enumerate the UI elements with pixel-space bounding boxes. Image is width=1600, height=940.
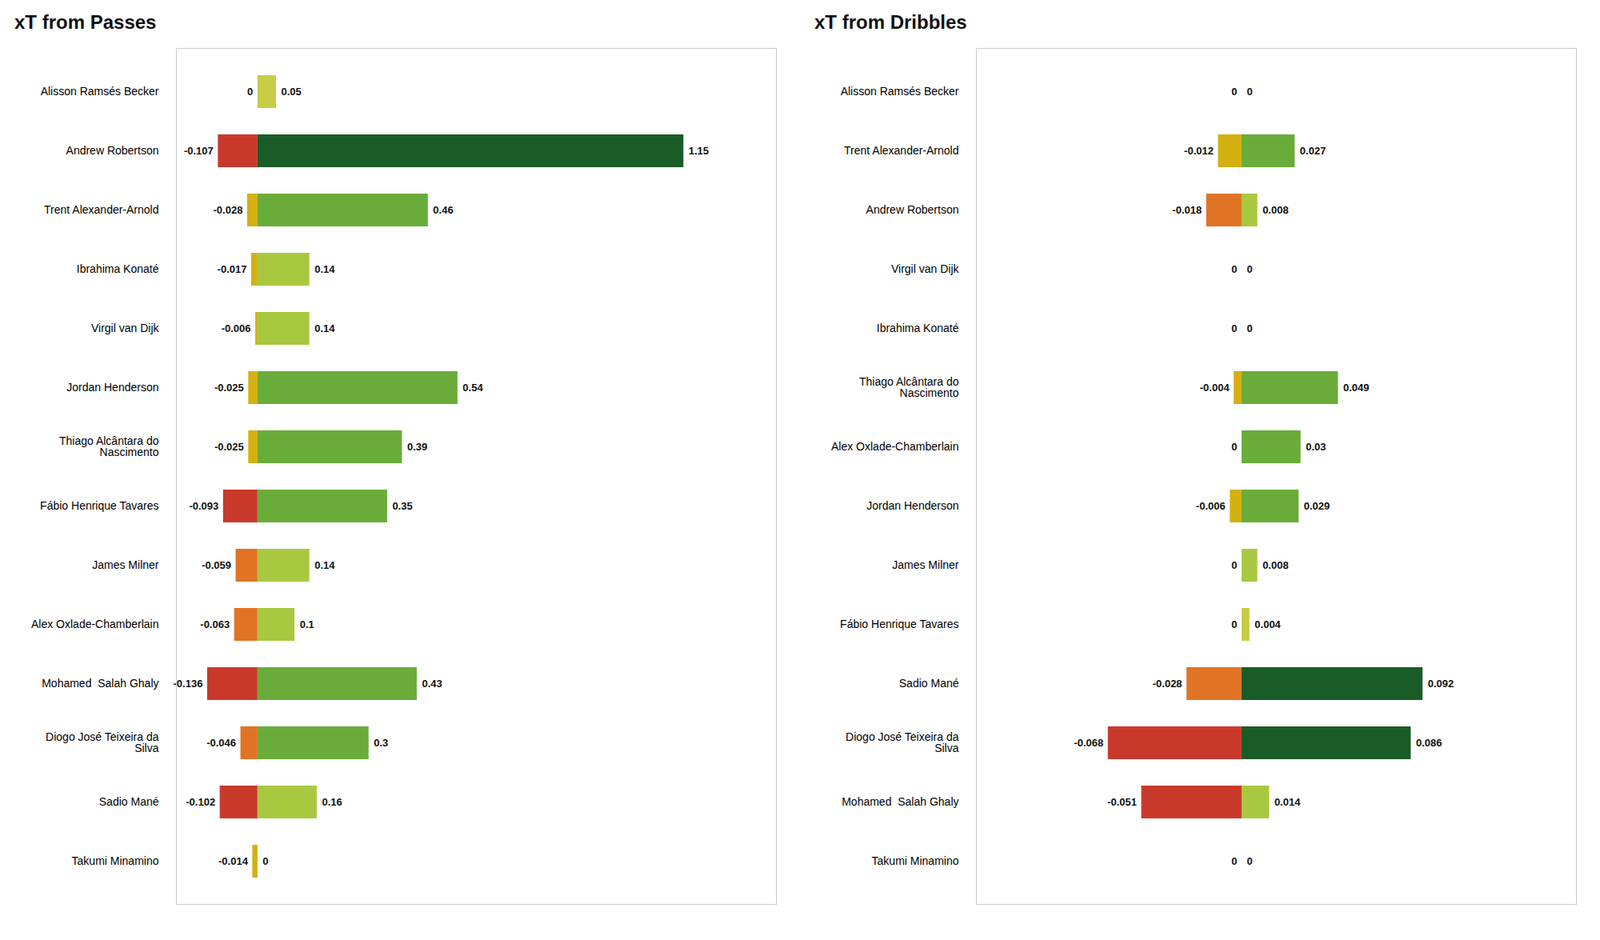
svg-text:0.05: 0.05 xyxy=(281,85,302,98)
svg-text:-0.102: -0.102 xyxy=(185,796,216,808)
svg-text:0: 0 xyxy=(247,85,253,98)
svg-text:0: 0 xyxy=(1246,855,1252,868)
svg-text:0: 0 xyxy=(1231,618,1237,631)
svg-text:-0.014: -0.014 xyxy=(218,855,249,868)
svg-text:Trent Alexander-Arnold: Trent Alexander-Arnold xyxy=(844,144,959,157)
svg-text:Alex Oxlade-Chamberlain: Alex Oxlade-Chamberlain xyxy=(31,617,160,631)
svg-text:Alisson Ramsés Becker: Alisson Ramsés Becker xyxy=(840,84,960,98)
svg-text:0: 0 xyxy=(1231,559,1237,572)
svg-text:-0.068: -0.068 xyxy=(1073,736,1104,749)
svg-text:Trent Alexander-Arnold: Trent Alexander-Arnold xyxy=(44,203,159,216)
svg-text:Virgil van Dijk: Virgil van Dijk xyxy=(91,321,160,335)
svg-text:Jordan Henderson: Jordan Henderson xyxy=(866,499,959,512)
svg-text:0: 0 xyxy=(1246,322,1252,335)
svg-text:-0.025: -0.025 xyxy=(214,381,244,394)
svg-text:-0.059: -0.059 xyxy=(201,559,232,572)
svg-text:-0.028: -0.028 xyxy=(213,204,244,216)
svg-text:Takumi Minamino: Takumi Minamino xyxy=(72,854,160,868)
svg-text:1.15: 1.15 xyxy=(688,144,709,157)
svg-text:-0.012: -0.012 xyxy=(1184,144,1214,157)
svg-text:Andrew Robertson: Andrew Robertson xyxy=(66,144,160,157)
svg-text:0.027: 0.027 xyxy=(1300,144,1327,157)
svg-text:0.35: 0.35 xyxy=(392,500,412,512)
svg-text:-0.006: -0.006 xyxy=(1196,500,1226,512)
svg-text:Diogo José Teixeira daSilva: Diogo José Teixeira daSilva xyxy=(845,730,960,755)
svg-text:0: 0 xyxy=(1231,855,1237,868)
svg-text:0: 0 xyxy=(262,855,268,868)
svg-text:0: 0 xyxy=(1231,322,1237,335)
svg-text:0.03: 0.03 xyxy=(1305,440,1326,453)
svg-text:0.092: 0.092 xyxy=(1428,677,1455,690)
svg-text:Diogo José Teixeira daSilva: Diogo José Teixeira daSilva xyxy=(45,730,160,755)
svg-text:0.14: 0.14 xyxy=(314,322,336,335)
svg-text:0.3: 0.3 xyxy=(373,736,388,749)
svg-text:0.43: 0.43 xyxy=(421,677,442,690)
svg-text:Takumi Minamino: Takumi Minamino xyxy=(872,854,960,868)
svg-text:0.029: 0.029 xyxy=(1304,500,1331,512)
svg-text:-0.136: -0.136 xyxy=(173,677,204,690)
svg-text:Alex Oxlade-Chamberlain: Alex Oxlade-Chamberlain xyxy=(831,440,960,453)
svg-text:Mohamed Salah Ghaly: Mohamed Salah Ghaly xyxy=(841,795,959,808)
svg-text:0: 0 xyxy=(1246,263,1252,276)
svg-text:-0.028: -0.028 xyxy=(1152,677,1183,690)
svg-text:0.14: 0.14 xyxy=(314,263,336,276)
svg-text:-0.018: -0.018 xyxy=(1172,204,1202,216)
svg-text:0.004: 0.004 xyxy=(1254,618,1281,631)
html-text:xT from Passes: xT from Passes xyxy=(14,11,157,33)
svg-text:0.008: 0.008 xyxy=(1262,559,1289,572)
svg-text:-0.093: -0.093 xyxy=(188,500,219,512)
svg-text:Alisson Ramsés Becker: Alisson Ramsés Becker xyxy=(40,84,160,98)
svg-text:0.54: 0.54 xyxy=(462,381,484,394)
svg-text:-0.006: -0.006 xyxy=(221,322,252,335)
svg-text:Sadio Mané: Sadio Mané xyxy=(99,795,160,808)
svg-text:Ibrahima Konaté: Ibrahima Konaté xyxy=(876,321,960,335)
svg-text:0.014: 0.014 xyxy=(1274,796,1301,808)
svg-text:Andrew Robertson: Andrew Robertson xyxy=(866,203,960,216)
svg-text:James Milner: James Milner xyxy=(892,558,960,572)
svg-text:Fábio Henrique Tavares: Fábio Henrique Tavares xyxy=(840,617,959,631)
svg-text:0: 0 xyxy=(1231,440,1237,453)
svg-text:-0.004: -0.004 xyxy=(1200,381,1231,394)
svg-text:Sadio Mané: Sadio Mané xyxy=(899,676,960,690)
svg-text:0.16: 0.16 xyxy=(321,796,342,808)
svg-text:0: 0 xyxy=(1231,85,1237,98)
svg-text:0.1: 0.1 xyxy=(300,618,315,631)
svg-text:0.14: 0.14 xyxy=(314,559,336,572)
svg-text:Virgil van Dijk: Virgil van Dijk xyxy=(891,262,960,276)
svg-text:0.049: 0.049 xyxy=(1343,381,1370,394)
svg-text:Jordan Henderson: Jordan Henderson xyxy=(66,380,159,394)
svg-text:-0.051: -0.051 xyxy=(1107,796,1137,808)
svg-text:-0.017: -0.017 xyxy=(217,263,248,276)
svg-text:-0.046: -0.046 xyxy=(206,736,236,749)
svg-text:0.008: 0.008 xyxy=(1262,204,1289,216)
svg-text:-0.025: -0.025 xyxy=(214,440,244,453)
svg-text:Fábio Henrique Tavares: Fábio Henrique Tavares xyxy=(40,499,159,512)
svg-text:Ibrahima Konaté: Ibrahima Konaté xyxy=(76,262,160,276)
svg-text:Thiago Alcântara doNascimento: Thiago Alcântara doNascimento xyxy=(59,434,160,459)
html-text:xT from Dribbles: xT from Dribbles xyxy=(814,11,967,33)
svg-text:0.086: 0.086 xyxy=(1416,736,1443,749)
svg-text:Mohamed Salah Ghaly: Mohamed Salah Ghaly xyxy=(41,676,159,690)
svg-text:0.39: 0.39 xyxy=(407,440,428,453)
svg-text:-0.063: -0.063 xyxy=(200,618,230,631)
svg-text:-0.107: -0.107 xyxy=(184,144,214,157)
svg-text:0: 0 xyxy=(1246,85,1252,98)
svg-text:James Milner: James Milner xyxy=(92,558,160,572)
svg-text:Thiago Alcântara doNascimento: Thiago Alcântara doNascimento xyxy=(859,375,960,400)
svg-text:0: 0 xyxy=(1231,263,1237,276)
svg-text:0.46: 0.46 xyxy=(432,204,453,216)
